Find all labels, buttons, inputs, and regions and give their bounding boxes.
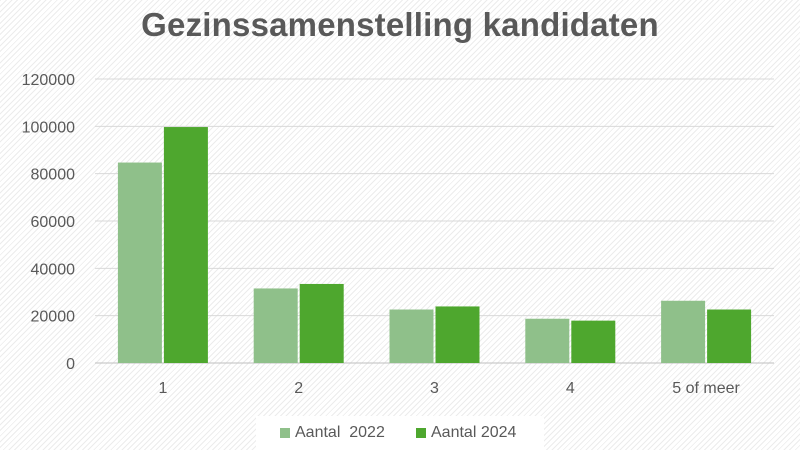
- bar-2022-2: [389, 309, 434, 363]
- y-tick-label: 120000: [22, 72, 75, 89]
- y-tick-label: 20000: [31, 309, 76, 326]
- x-tick-label: 5 of meer: [672, 380, 740, 397]
- chart-title: Gezinssamenstelling kandidaten: [141, 6, 659, 43]
- bar-2022-1: [253, 288, 298, 363]
- bar-2024-2: [435, 306, 480, 363]
- x-tick-label: 2: [294, 380, 303, 397]
- y-tick-label: 100000: [22, 119, 75, 136]
- legend-background: [256, 416, 544, 450]
- bar-2022-3: [525, 318, 570, 363]
- bar-2024-0: [163, 127, 208, 363]
- y-tick-label: 0: [66, 356, 75, 373]
- bar-2024-3: [571, 320, 616, 363]
- bar-2024-4: [707, 309, 752, 363]
- y-tick-label: 40000: [31, 261, 76, 278]
- bar-2022-4: [661, 300, 706, 363]
- x-tick-label: 3: [430, 380, 439, 397]
- x-tick-label: 1: [158, 380, 167, 397]
- bar-2024-1: [299, 283, 344, 363]
- bar-2022-0: [117, 162, 162, 363]
- x-tick-label: 4: [566, 380, 575, 397]
- y-tick-label: 80000: [31, 167, 76, 184]
- y-tick-label: 60000: [31, 214, 76, 231]
